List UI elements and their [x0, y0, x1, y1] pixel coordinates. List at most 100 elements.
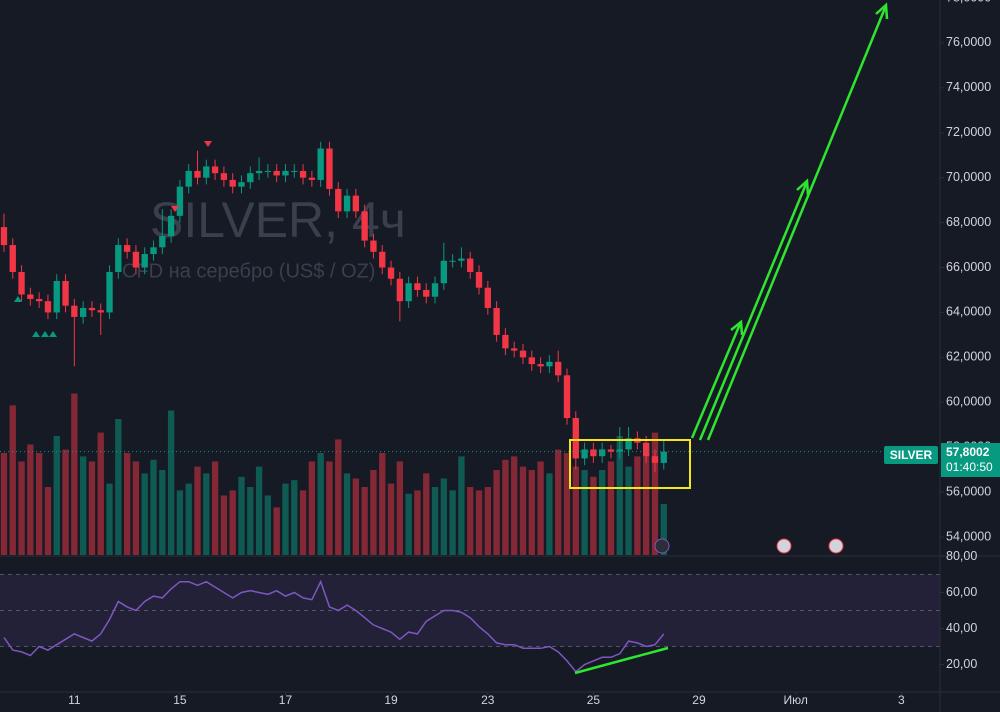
volume-bar: [634, 456, 641, 555]
candle-body: [255, 170, 263, 174]
volume-bar: [308, 461, 316, 555]
y-tick-label: 56,0000: [946, 484, 991, 498]
candle-body: [150, 247, 157, 255]
candle-body: [405, 283, 412, 302]
candle-body: [317, 148, 324, 180]
volume-bar: [9, 405, 16, 555]
last-price-label: 57,8002: [946, 445, 990, 459]
volume-bar: [123, 453, 131, 555]
axes: 54,000056,000058,000060,000062,000064,00…: [68, 0, 991, 707]
volume-bar: [255, 466, 263, 555]
candle-body: [361, 211, 368, 241]
candle-body: [423, 289, 430, 297]
y-tick-label: 70,0000: [946, 170, 991, 184]
volume-bar: [387, 483, 395, 555]
volume-bar: [361, 487, 368, 555]
candle-body: [35, 298, 43, 302]
candle-body: [326, 148, 333, 189]
volume-bar: [405, 493, 412, 555]
volume-bar: [0, 453, 8, 555]
y-tick-label: 78,0000: [946, 0, 991, 4]
candle-body: [79, 307, 87, 317]
candle-body: [0, 227, 8, 246]
volume-bar: [528, 470, 535, 555]
candle-body: [379, 251, 386, 268]
candle-body: [607, 449, 615, 452]
volume-bar: [546, 473, 553, 555]
candle-body: [511, 348, 518, 351]
volume-bar: [643, 453, 650, 555]
volume-bar: [115, 419, 122, 555]
volume-bar: [106, 483, 113, 555]
volume-bar: [475, 490, 483, 555]
rsi-tick-label: 60,00: [946, 585, 977, 599]
volume-bar: [79, 456, 87, 555]
volume-bar: [519, 466, 527, 555]
candle-body: [335, 188, 342, 212]
candle-body: [396, 278, 404, 302]
candle-body: [71, 305, 78, 317]
volume-bar: [555, 449, 562, 555]
candle-body: [123, 245, 131, 252]
volume-bar: [572, 466, 579, 555]
volume-bar: [352, 478, 360, 555]
event-icons: [654, 538, 844, 554]
volume-bar: [185, 483, 192, 555]
candle-body: [475, 272, 483, 288]
volume-bar: [537, 461, 544, 555]
volume-bar: [53, 436, 60, 555]
candle-body: [625, 438, 632, 450]
candle-body: [546, 361, 553, 367]
candle-body: [194, 170, 201, 178]
volume-bar: [317, 453, 324, 555]
x-tick-label: 15: [173, 693, 187, 707]
candle-body: [9, 245, 16, 273]
volume-bar: [150, 459, 157, 555]
candle-body: [414, 283, 421, 290]
candle-body: [616, 449, 623, 452]
volume-bar: [335, 439, 342, 555]
candle-body: [590, 449, 597, 457]
symbol-tag-bg: [884, 446, 938, 464]
volume-bar: [18, 461, 25, 555]
candle-body: [449, 260, 456, 262]
volume-bar: [660, 504, 667, 555]
candle-body: [343, 195, 351, 212]
volume-bar: [607, 461, 615, 555]
volume-bar: [35, 453, 43, 555]
candle-body: [167, 215, 175, 237]
candle-body: [299, 170, 307, 178]
candle-layer: [0, 141, 940, 472]
rsi-line: [3, 579, 665, 673]
candle-body: [528, 357, 535, 365]
candle-body: [211, 166, 219, 174]
candle-body: [176, 186, 184, 216]
volume-bar: [229, 490, 236, 555]
candle-body: [132, 251, 140, 268]
volume-bar: [211, 461, 219, 555]
candle-body: [537, 364, 544, 367]
candle-body: [308, 177, 316, 180]
y-tick-label: 62,0000: [946, 350, 991, 364]
volume-bar: [581, 470, 588, 555]
candle-body: [291, 170, 298, 172]
candle-body: [53, 280, 60, 313]
y-tick-label: 74,0000: [946, 80, 991, 94]
volume-bar: [176, 490, 184, 555]
volume-bar: [511, 456, 518, 555]
volume-bar: [379, 453, 386, 555]
rsi-pane: [0, 574, 940, 647]
x-tick-label: 29: [692, 693, 706, 707]
volume-bar: [167, 410, 175, 555]
volume-bar: [282, 483, 289, 555]
y-tick-label: 68,0000: [946, 215, 991, 229]
candle-body: [599, 449, 606, 457]
divergence-line: [574, 646, 669, 675]
y-tick-label: 64,0000: [946, 305, 991, 319]
volume-bar: [141, 473, 148, 555]
volume-layer: [0, 393, 667, 555]
signal-markers: [14, 141, 212, 337]
candle-body: [643, 442, 650, 457]
